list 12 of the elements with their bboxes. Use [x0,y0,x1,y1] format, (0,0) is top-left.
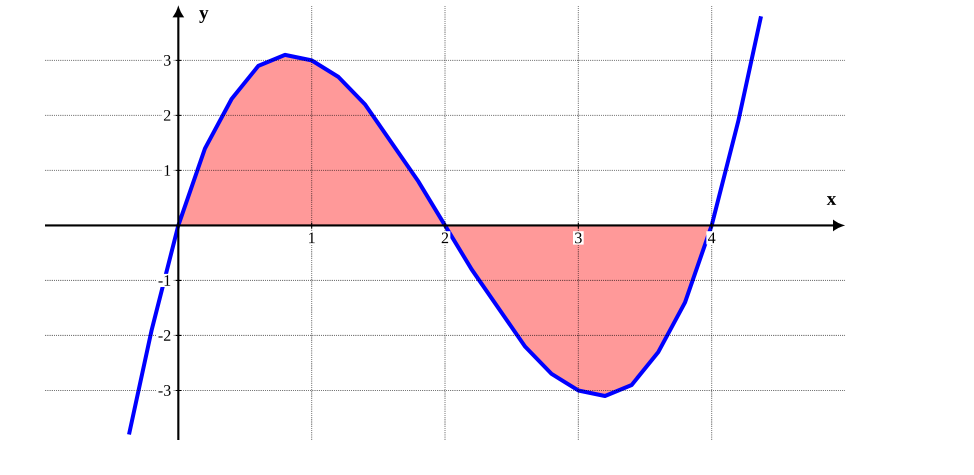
x-tick-label: 1 [309,232,315,244]
x-tick-label: 3 [575,232,582,244]
y-tick-label: -2 [158,330,170,341]
x-axis-title: x [826,196,836,205]
y-tick-label: -3 [158,385,171,396]
y-axis-title: y [199,10,208,24]
y-tick-label: 3 [164,54,171,66]
x-tick-label: 4 [708,232,716,244]
y-tick-label: -1 [158,275,170,286]
x-tick-label: 2 [442,232,448,244]
y-tick-label: 2 [164,110,170,121]
y-tick-label: 1 [164,165,170,176]
